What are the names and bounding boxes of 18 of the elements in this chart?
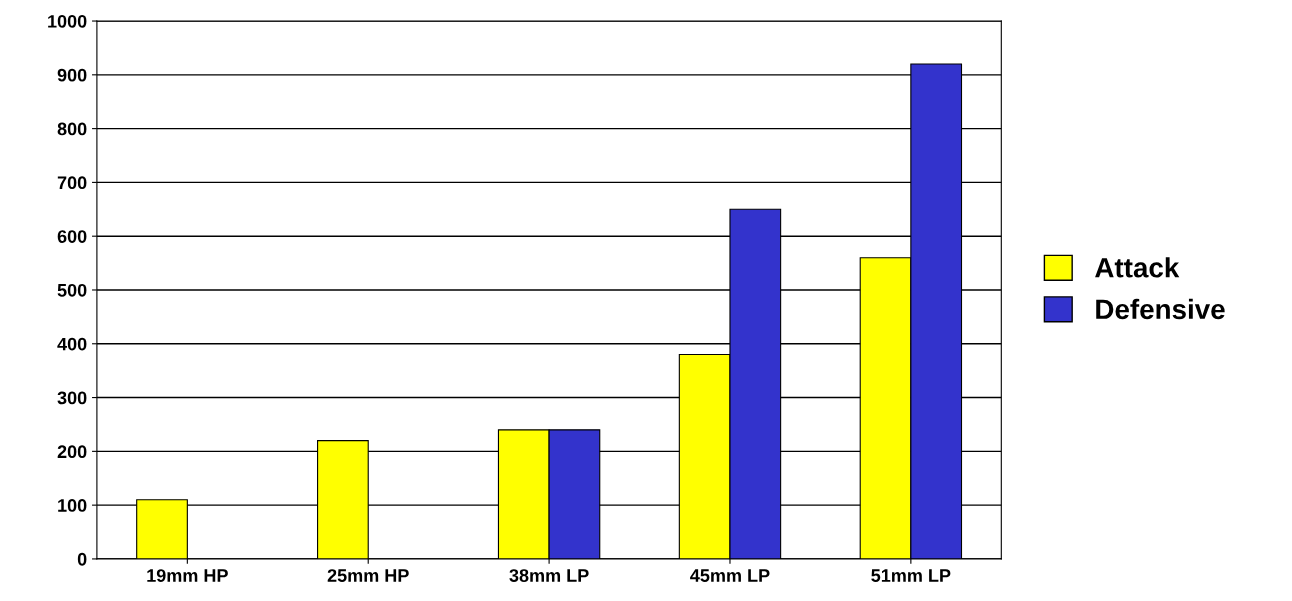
y-tick-label: 600 xyxy=(57,230,87,243)
y-tick-label: 100 xyxy=(58,499,87,512)
y-tick-label: 700 xyxy=(57,176,87,190)
x-tick-label: 51mm LP xyxy=(871,569,951,582)
x-tick-label: 38mm LP xyxy=(509,569,589,582)
y-tick-label: 0 xyxy=(77,552,87,566)
x-tick-label: 45mm LP xyxy=(690,569,770,582)
y-tick-label: 1000 xyxy=(48,14,87,28)
y-tick-label: 400 xyxy=(57,337,87,351)
legend-label: Attack xyxy=(1095,257,1180,278)
x-tick-label: 25mm HP xyxy=(327,569,409,582)
y-tick-label: 200 xyxy=(57,445,87,459)
y-tick-label: 300 xyxy=(57,391,87,405)
y-tick-label: 900 xyxy=(57,68,87,82)
y-tick-label: 800 xyxy=(57,122,87,136)
x-tick-label: 19mm HP xyxy=(147,569,228,582)
legend-label: Defensive xyxy=(1096,298,1225,320)
y-tick-label: 500 xyxy=(57,283,87,297)
